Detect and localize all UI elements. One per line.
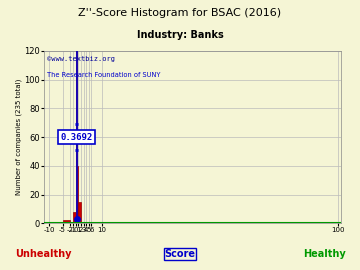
Text: Score: Score [165, 249, 195, 259]
Text: Industry: Banks: Industry: Banks [137, 30, 223, 40]
Bar [63, 220, 71, 223]
Text: ©www.textbiz.org: ©www.textbiz.org [47, 56, 115, 62]
Text: Healthy: Healthy [303, 249, 345, 259]
Text: 0.3692: 0.3692 [60, 133, 93, 141]
Bar [76, 51, 77, 223]
Bar [81, 222, 84, 223]
Text: The Research Foundation of SUNY: The Research Foundation of SUNY [47, 72, 161, 77]
Y-axis label: Number of companies (235 total): Number of companies (235 total) [15, 79, 22, 195]
Bar [77, 166, 78, 223]
Bar [78, 202, 81, 223]
Text: Unhealthy: Unhealthy [15, 249, 71, 259]
Bar [73, 212, 76, 223]
Text: Z''-Score Histogram for BSAC (2016): Z''-Score Histogram for BSAC (2016) [78, 8, 282, 18]
